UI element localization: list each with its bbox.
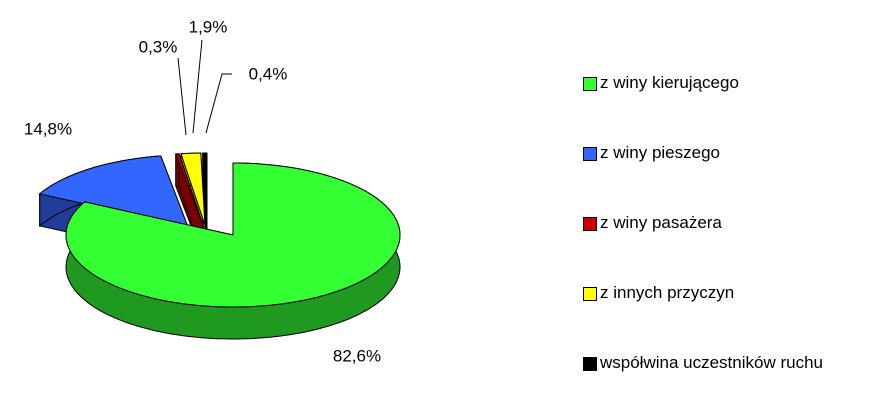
legend-label: z winy pasażera (600, 213, 722, 232)
data-label: 14,8% (24, 119, 72, 138)
legend-item: z winy pieszego (583, 142, 885, 164)
legend-swatch (583, 147, 597, 161)
slice (180, 152, 206, 226)
legend-swatch (583, 217, 597, 231)
leader-line (192, 39, 203, 134)
data-label: 0,4% (249, 64, 288, 83)
legend-item: z winy pasażera (583, 212, 885, 234)
legend-item: współwina uczestników ruchu (583, 352, 840, 374)
data-label: 1,9% (189, 17, 228, 36)
leader-lines (177, 39, 232, 136)
leader-line (205, 73, 232, 134)
legend-swatch (583, 77, 597, 91)
data-label: 82,6% (333, 346, 381, 365)
leader-line (177, 57, 187, 136)
legend-label: z winy pieszego (600, 143, 721, 162)
legend-label: z winy kierującego (600, 73, 739, 92)
legend-swatch (583, 357, 597, 371)
legend-label: współwina uczestników ruchu (600, 353, 823, 372)
data-label: 0,3% (139, 37, 178, 56)
slice (202, 152, 208, 226)
slice (65, 162, 401, 308)
slice (175, 153, 204, 226)
legend-item: z innych przyczyn (583, 282, 885, 304)
pie-chart: 82,6% 14,8% 0,3% 1,9% 0,4% (24, 17, 401, 365)
legend-item: z winy kierującego (583, 72, 885, 94)
legend-label: z innych przyczyn (600, 283, 735, 302)
slice (38, 155, 189, 228)
legend-swatch (583, 287, 597, 301)
